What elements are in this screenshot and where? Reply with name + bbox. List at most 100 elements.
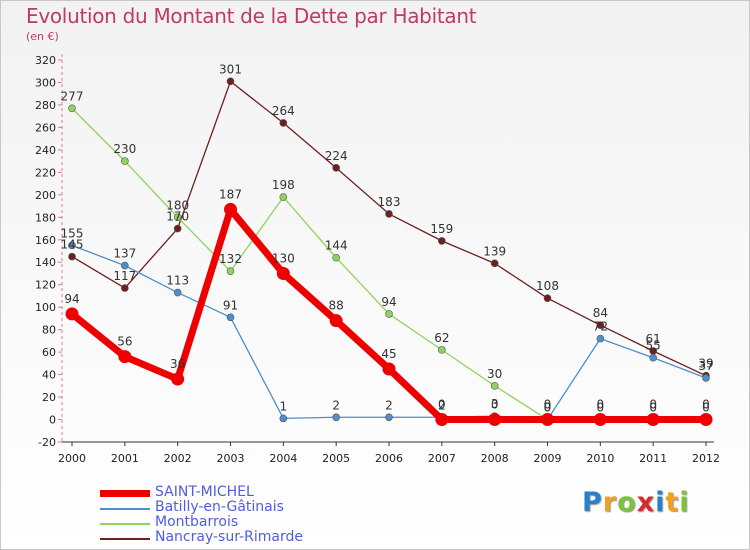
series-line [71, 80, 707, 377]
x-tick-label: 2012 [692, 452, 720, 465]
data-point [118, 350, 132, 364]
data-label: 0 [544, 401, 552, 415]
data-label: 84 [593, 306, 608, 320]
data-point [385, 413, 393, 422]
data-label: 45 [381, 347, 396, 361]
data-label: 277 [61, 89, 84, 103]
data-point [541, 413, 554, 427]
data-point [646, 413, 660, 427]
data-label: 224 [325, 149, 348, 163]
data-label: 155 [61, 226, 84, 240]
x-tick-label: 2007 [428, 452, 456, 465]
y-tick-label: 80 [42, 324, 56, 337]
y-tick-label: 180 [35, 211, 56, 224]
logo-letter: i [679, 487, 690, 518]
logo-letter: t [665, 487, 680, 518]
data-label: 3 [491, 397, 499, 411]
x-tick-label: 2005 [322, 452, 350, 465]
data-point [276, 266, 290, 280]
series-saint-michel [65, 202, 713, 427]
data-point [332, 413, 340, 422]
data-point [329, 314, 343, 328]
data-label: 113 [166, 274, 189, 288]
y-tick-label: 0 [49, 414, 56, 427]
data-point [173, 213, 182, 222]
data-label: 91 [223, 298, 238, 312]
data-label: 264 [272, 104, 295, 118]
data-point [488, 413, 502, 427]
data-label: 0 [702, 401, 710, 415]
data-label: 170 [166, 210, 189, 224]
data-label: 94 [64, 292, 79, 306]
proxiti-logo[interactable]: Proxiti [582, 487, 690, 518]
y-tick-label: 240 [35, 144, 56, 157]
data-label: 117 [113, 269, 136, 283]
data-label: 137 [113, 247, 136, 261]
data-labels: 1451171703012642241831591391088461392772… [61, 62, 714, 414]
data-label: 180 [166, 198, 189, 212]
data-label: 183 [378, 195, 401, 209]
x-tick-label: 2009 [534, 452, 562, 465]
y-tick-label: 260 [35, 121, 56, 134]
data-point [224, 202, 237, 216]
y-tick-label: 120 [35, 279, 56, 292]
x-tick-label: 2006 [375, 452, 403, 465]
data-point [68, 252, 76, 261]
data-label: 108 [536, 279, 559, 293]
data-label: 94 [381, 295, 396, 309]
data-label: 145 [61, 238, 84, 252]
data-point [385, 310, 393, 318]
data-label: 39 [698, 357, 713, 371]
legend-label: Batilly-en-Gâtinais [155, 499, 284, 515]
data-point [596, 321, 605, 329]
data-label: 72 [593, 320, 608, 334]
x-tick-label: 2011 [639, 452, 667, 465]
y-tick-label: 60 [42, 346, 56, 359]
data-label: 1 [280, 399, 288, 413]
data-point [596, 334, 605, 343]
x-tick-label: 2008 [481, 452, 509, 465]
logo-letter: o [617, 487, 637, 518]
data-point [382, 362, 396, 376]
data-label: 144 [325, 239, 348, 253]
x-tick-label: 2004 [269, 452, 297, 465]
data-label: 2 [385, 398, 393, 412]
data-label: 2 [438, 398, 446, 412]
data-label: 0 [491, 398, 499, 412]
data-point [68, 104, 76, 113]
legend-label: SAINT-MICHEL [155, 484, 254, 500]
chart-subtitle: (en €) [26, 30, 59, 43]
data-point [490, 259, 499, 268]
logo-letter: x [636, 487, 656, 518]
x-tick-label: 2003 [217, 452, 245, 465]
axes: -200204060801001201401601802002202402602… [35, 54, 720, 465]
legend-swatch [100, 537, 150, 540]
series-nancray-sur-rimarde [68, 77, 710, 380]
data-point [332, 164, 340, 172]
data-point [226, 77, 235, 86]
y-tick-label: 20 [42, 391, 56, 404]
data-label: 0 [702, 398, 710, 412]
legend-label: Nancray-sur-Rimarde [155, 529, 303, 545]
y-tick-label: 220 [35, 166, 56, 179]
y-tick-label: 160 [35, 234, 56, 247]
legend-swatch [100, 507, 150, 510]
data-point [438, 346, 446, 354]
data-point [702, 374, 710, 382]
logo-letter: i [655, 487, 666, 518]
line-chart: -200204060801001201401601802002202402602… [35, 54, 720, 465]
y-tick-label: 280 [35, 99, 56, 112]
data-point [279, 193, 288, 201]
data-label: 198 [272, 178, 295, 192]
data-point [490, 382, 499, 390]
series-batilly-en-g-tinais [68, 241, 710, 424]
data-label: 55 [646, 339, 661, 353]
logo-letter: r [602, 487, 618, 518]
data-point [279, 414, 288, 423]
data-label: 301 [219, 62, 242, 76]
data-point [699, 413, 713, 427]
data-point [121, 157, 129, 165]
y-tick-label: 140 [35, 256, 56, 269]
legend-swatch [100, 490, 150, 497]
